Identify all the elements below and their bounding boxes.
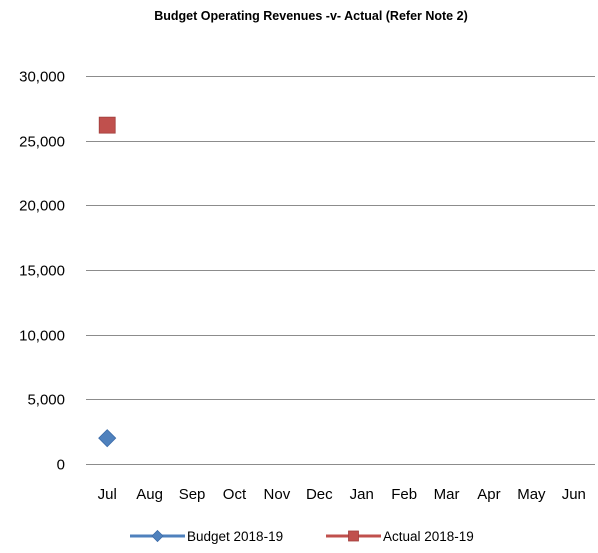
y-tick-label: 15,000 — [19, 263, 65, 280]
legend-item: Budget 2018-19 — [130, 529, 283, 544]
chart-title: Budget Operating Revenues -v- Actual (Re… — [154, 9, 467, 23]
legend-label: Actual 2018-19 — [383, 529, 474, 544]
x-tick-label: Apr — [477, 486, 500, 503]
legend-label: Budget 2018-19 — [187, 529, 283, 544]
legend-marker — [151, 529, 164, 543]
x-tick-label: Jan — [350, 486, 374, 503]
x-tick-label: Dec — [306, 486, 333, 503]
x-tick-label: Jul — [98, 486, 117, 503]
y-tick-label: 5,000 — [27, 392, 65, 409]
y-axis-tick-labels: 0 5,000 10,000 15,000 20,000 25,000 30,000 — [19, 69, 65, 474]
data-series — [98, 116, 117, 448]
x-tick-label: Oct — [223, 486, 247, 503]
legend-marker — [348, 530, 359, 542]
y-tick-label: 0 — [57, 457, 65, 474]
x-tick-label: Sep — [179, 486, 206, 503]
x-tick-label: Feb — [391, 486, 417, 503]
y-tick-label: 25,000 — [19, 134, 65, 151]
series-1 — [98, 116, 116, 134]
x-tick-label: Jun — [562, 486, 586, 503]
x-axis-tick-labels: Jul Aug Sep Oct Nov Dec Jan Feb Mar Apr May Jun — [98, 486, 586, 503]
y-tick-label: 10,000 — [19, 328, 65, 345]
series-0 — [98, 429, 117, 448]
legend-item: Actual 2018-19 — [326, 529, 474, 544]
x-tick-label: Nov — [264, 486, 291, 503]
data-point — [98, 429, 117, 448]
data-point — [98, 116, 116, 134]
gridlines — [86, 76, 595, 465]
legend: Budget 2018-19 Actual 2018-19 — [130, 529, 474, 544]
x-tick-label: Mar — [434, 486, 460, 503]
x-tick-label: May — [517, 486, 546, 503]
y-tick-label: 20,000 — [19, 198, 65, 215]
y-tick-label: 30,000 — [19, 69, 65, 86]
x-tick-label: Aug — [136, 486, 163, 503]
